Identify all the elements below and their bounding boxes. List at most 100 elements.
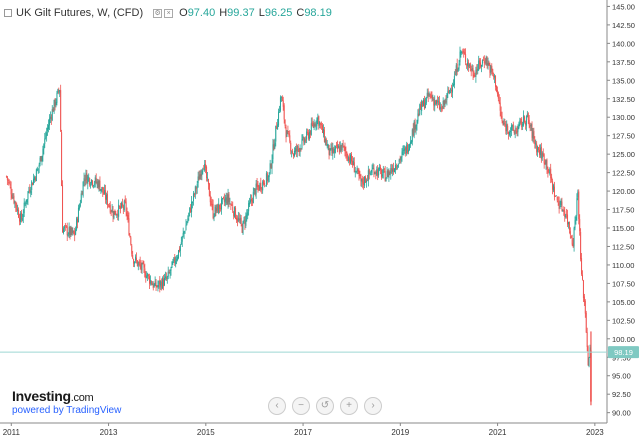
candle-body bbox=[229, 203, 231, 204]
candle-body bbox=[390, 168, 392, 174]
candle-body bbox=[18, 209, 20, 218]
candle-body bbox=[512, 124, 514, 131]
candle-body bbox=[163, 278, 165, 287]
symbol-title[interactable]: UK Gilt Futures, W, (CFD) bbox=[16, 7, 144, 19]
candle-body bbox=[270, 164, 272, 168]
candle-body bbox=[511, 125, 513, 127]
close-icon[interactable]: × bbox=[164, 8, 174, 18]
candle-body bbox=[515, 130, 517, 131]
candle-body bbox=[200, 174, 202, 177]
candle-body bbox=[534, 139, 536, 145]
candle-body bbox=[346, 152, 348, 158]
candle-body bbox=[393, 167, 395, 172]
candle-body bbox=[179, 245, 181, 251]
candle-body bbox=[472, 68, 474, 77]
candle-body bbox=[111, 209, 113, 213]
candle-body bbox=[40, 156, 42, 162]
candle-body bbox=[289, 135, 291, 142]
candle-body bbox=[381, 174, 383, 177]
candle-body bbox=[130, 237, 132, 245]
candle-body bbox=[388, 171, 390, 179]
candle-body bbox=[545, 160, 547, 165]
candle-body bbox=[6, 176, 8, 180]
candle-body bbox=[72, 230, 74, 233]
candle-body bbox=[256, 183, 258, 187]
y-tick-label: 92.50 bbox=[612, 390, 631, 399]
scroll-right-button[interactable]: › bbox=[364, 397, 382, 415]
scroll-left-button[interactable]: ‹ bbox=[268, 397, 286, 415]
tradingview-link[interactable]: powered by TradingView bbox=[12, 405, 122, 416]
candle-body bbox=[190, 208, 192, 213]
candle-body bbox=[255, 183, 257, 195]
candle-body bbox=[203, 169, 205, 170]
candle-body bbox=[326, 144, 328, 147]
candle-body bbox=[568, 221, 570, 231]
investing-logo[interactable]: Investing.com bbox=[12, 388, 94, 404]
candle-body bbox=[582, 280, 584, 298]
candle-body bbox=[509, 131, 511, 135]
candle-body bbox=[195, 187, 197, 190]
candle-body bbox=[119, 206, 121, 208]
candle-body bbox=[590, 350, 592, 402]
candle-body bbox=[147, 273, 149, 277]
candle-body bbox=[325, 138, 327, 146]
candle-body bbox=[120, 202, 122, 208]
candle-body bbox=[535, 142, 537, 145]
candle-body bbox=[22, 214, 24, 218]
candle-body bbox=[152, 283, 154, 289]
candle-body bbox=[468, 64, 470, 67]
reset-button[interactable]: ↺ bbox=[316, 397, 334, 415]
candle-body bbox=[371, 169, 373, 173]
candle-body bbox=[581, 274, 583, 280]
candle-body bbox=[495, 85, 497, 92]
candle-body bbox=[198, 176, 200, 181]
candle-body bbox=[123, 201, 125, 211]
y-tick-label: 145.00 bbox=[612, 2, 635, 11]
candle-body bbox=[161, 281, 163, 289]
candle-body bbox=[440, 107, 442, 108]
candle-body bbox=[460, 50, 462, 53]
candle-body bbox=[498, 99, 500, 103]
candle-body bbox=[86, 173, 88, 184]
candle-body bbox=[41, 155, 43, 162]
candle-body bbox=[283, 105, 285, 120]
candle-body bbox=[454, 74, 456, 76]
zoom-out-button[interactable]: − bbox=[292, 397, 310, 415]
candle-body bbox=[521, 120, 523, 127]
candle-body bbox=[149, 276, 151, 284]
candle-body bbox=[549, 169, 551, 174]
candle-body bbox=[291, 151, 293, 153]
candle-body bbox=[313, 123, 315, 129]
settings-icon[interactable]: ⚙ bbox=[153, 8, 163, 18]
candle-body bbox=[369, 172, 371, 174]
collapse-icon[interactable] bbox=[4, 9, 12, 17]
candle-body bbox=[150, 281, 152, 285]
candle-body bbox=[303, 138, 305, 143]
candle-body bbox=[500, 111, 502, 116]
candle-body bbox=[236, 218, 238, 222]
candle-body bbox=[8, 182, 10, 183]
candle-body bbox=[422, 101, 424, 107]
y-tick-label: 127.50 bbox=[612, 132, 635, 141]
candle-body bbox=[88, 177, 90, 179]
candle-body bbox=[96, 181, 98, 183]
candle-body bbox=[564, 211, 566, 217]
candle-body bbox=[305, 139, 307, 141]
candle-body bbox=[340, 145, 342, 151]
y-tick-label: 135.00 bbox=[612, 76, 635, 85]
candle-body bbox=[90, 184, 92, 186]
candle-body bbox=[483, 60, 485, 64]
candle-body bbox=[174, 257, 176, 264]
zoom-in-button[interactable]: + bbox=[340, 397, 358, 415]
candle-body bbox=[264, 182, 266, 185]
candle-body bbox=[210, 201, 212, 206]
candle-body bbox=[240, 217, 242, 224]
candle-body bbox=[260, 182, 262, 190]
candle-body bbox=[160, 281, 162, 286]
y-tick-label: 115.00 bbox=[612, 224, 634, 233]
candle-body bbox=[104, 189, 106, 194]
candle-body bbox=[135, 257, 137, 261]
candle-body bbox=[155, 282, 157, 288]
candle-body bbox=[539, 147, 541, 156]
